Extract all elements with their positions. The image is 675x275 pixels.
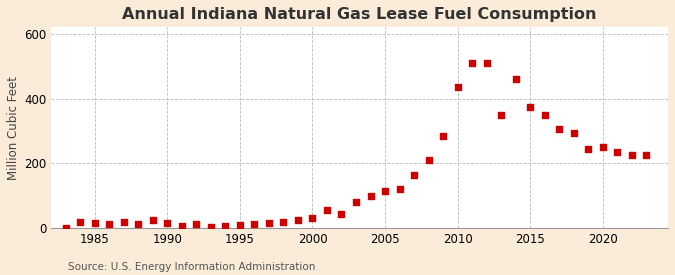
Point	[612, 150, 622, 154]
Point	[162, 221, 173, 226]
Point	[104, 222, 115, 227]
Point	[510, 77, 521, 81]
Point	[118, 220, 129, 225]
Point	[292, 218, 303, 222]
Point	[408, 172, 419, 177]
Point	[437, 134, 448, 138]
Point	[524, 104, 535, 109]
Point	[278, 219, 289, 224]
Y-axis label: Million Cubic Feet: Million Cubic Feet	[7, 76, 20, 180]
Point	[220, 223, 231, 228]
Point	[249, 222, 260, 227]
Point	[191, 222, 202, 227]
Point	[626, 153, 637, 158]
Point	[466, 61, 477, 65]
Point	[495, 112, 506, 117]
Point	[133, 222, 144, 227]
Point	[583, 147, 593, 151]
Point	[554, 127, 564, 131]
Point	[641, 153, 651, 158]
Point	[365, 194, 376, 198]
Point	[60, 225, 71, 230]
Point	[234, 223, 245, 227]
Point	[89, 221, 100, 226]
Point	[568, 130, 579, 135]
Point	[379, 189, 390, 193]
Point	[75, 219, 86, 224]
Point	[321, 208, 332, 213]
Point	[597, 145, 608, 149]
Point	[147, 218, 158, 222]
Point	[350, 200, 361, 205]
Point	[539, 112, 550, 117]
Point	[205, 224, 216, 229]
Point	[307, 216, 318, 221]
Point	[336, 211, 347, 216]
Point	[423, 158, 434, 162]
Title: Annual Indiana Natural Gas Lease Fuel Consumption: Annual Indiana Natural Gas Lease Fuel Co…	[122, 7, 597, 22]
Point	[176, 223, 187, 228]
Text: Source: U.S. Energy Information Administration: Source: U.S. Energy Information Administ…	[68, 262, 315, 272]
Point	[394, 187, 405, 191]
Point	[481, 61, 492, 65]
Point	[263, 221, 274, 226]
Point	[452, 85, 463, 89]
